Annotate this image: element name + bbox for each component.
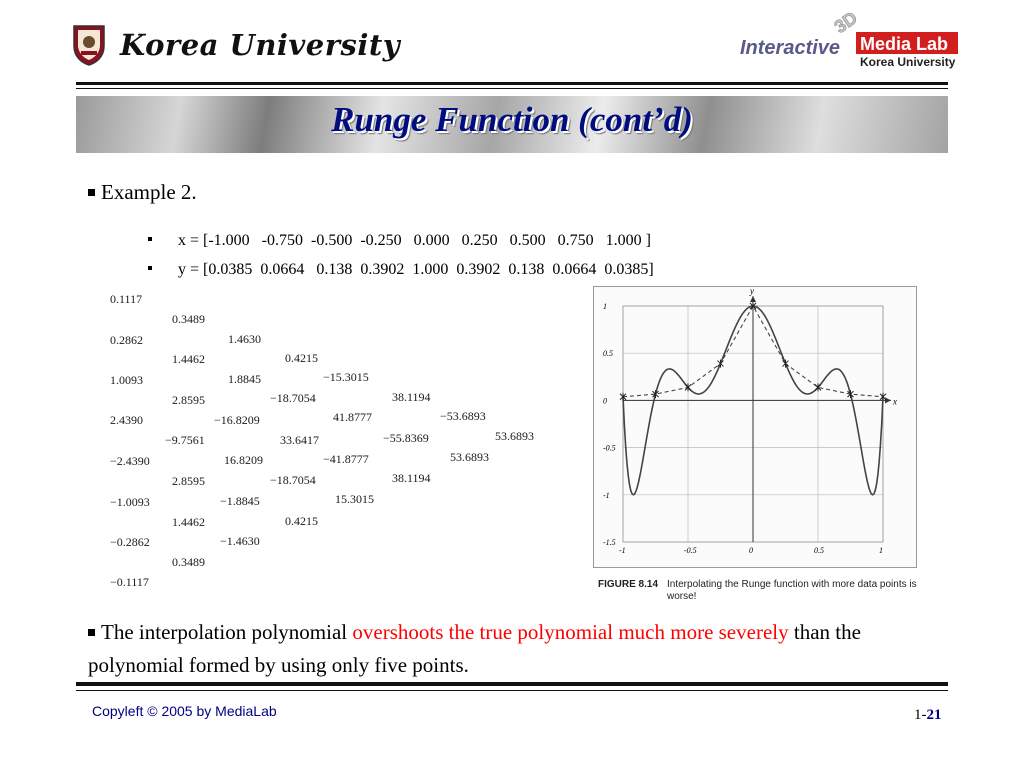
y-tick-label: 0.5	[603, 349, 613, 358]
university-name: Korea University	[120, 28, 401, 62]
logo-korea-university-text: Korea University	[860, 55, 956, 69]
figure-frame	[593, 286, 917, 568]
x-tick-label: -0.5	[684, 546, 697, 555]
table-cell: 1.4462	[172, 352, 205, 366]
table-cell: 0.3489	[172, 555, 205, 569]
y-tick-label: -1.5	[603, 538, 616, 547]
y-tick-label: -1	[603, 491, 610, 500]
logo-interactive-text: Interactive	[740, 37, 840, 59]
table-cell: 1.4630	[228, 332, 261, 346]
table-cell: −9.7561	[165, 433, 205, 447]
runge-function-curve	[622, 304, 884, 398]
slide-title: Runge Function (cont’d)	[331, 100, 693, 139]
x-vector: x = [-1.000 -0.750 -0.500 -0.250 0.000 0…	[178, 232, 651, 249]
header-rule-top	[76, 82, 948, 85]
table-cell: 2.8595	[172, 393, 205, 407]
data-point-star	[814, 383, 822, 392]
table-cell: 0.4215	[285, 514, 318, 528]
table-cell: −18.7054	[270, 391, 316, 405]
y-vector-line: y = [0.0385 0.0664 0.138 0.3902 1.000 0.…	[140, 243, 654, 279]
small-bullet-icon	[148, 266, 152, 271]
table-cell: 0.4215	[285, 351, 318, 365]
table-cell: 0.2862	[110, 333, 143, 347]
table-cell: −0.1117	[110, 575, 149, 589]
table-cell: 1.4462	[172, 515, 205, 529]
title-band	[76, 96, 948, 153]
y-tick-label: -0.5	[603, 444, 616, 453]
y-tick-label: 1	[603, 302, 607, 311]
x-axis-label: x	[892, 396, 897, 406]
table-cell: 1.0093	[110, 373, 143, 387]
table-cell: 2.8595	[172, 474, 205, 488]
plot-ticks: -1 -0.5 0 0.5 110.50-0.5-1-1.5	[603, 302, 883, 555]
figure-caption-label: FIGURE 8.14	[598, 579, 659, 590]
table-cell: 16.8209	[224, 453, 263, 467]
data-point-star	[879, 392, 887, 401]
x-tick-label: 0.5	[814, 546, 824, 555]
interactive-3d-media-lab-logo: Interactive 3D Media Lab Korea Universit…	[740, 7, 958, 69]
example-bullet: Example 2.	[88, 180, 197, 205]
x-axis-arrow-icon	[885, 397, 891, 404]
x-vector-line: x = [-1.000 -0.750 -0.500 -0.250 0.000 0…	[140, 214, 651, 250]
table-cell: 0.3489	[172, 312, 205, 326]
table-cell: 15.3015	[335, 492, 374, 506]
table-cell: −1.4630	[220, 534, 260, 548]
header-rule-bottom	[76, 88, 948, 89]
table-cell: −2.4390	[110, 454, 150, 468]
table-cell: −1.8845	[220, 494, 260, 508]
footer-rule-top	[76, 682, 948, 686]
example-label: Example 2.	[101, 180, 197, 204]
table-cell: 41.8777	[333, 410, 372, 424]
data-point-star	[619, 392, 627, 401]
table-cell: −55.8369	[383, 431, 429, 445]
y-tick-label: 0	[603, 396, 607, 405]
data-point-star	[749, 302, 757, 310]
y-axis-label: y	[749, 286, 754, 296]
x-tick-label: -1	[619, 546, 626, 555]
table-cell: −16.8209	[214, 413, 260, 427]
conclusion-part1: The interpolation polynomial	[101, 620, 353, 644]
x-tick-label: 1	[879, 546, 883, 555]
conclusion-part2: than the polynomial formed by using only…	[88, 620, 861, 677]
small-bullet-icon	[148, 237, 152, 242]
page-number: 1-21	[914, 707, 942, 724]
page-prefix: 1-	[914, 707, 927, 723]
table-cell: −0.2862	[110, 535, 150, 549]
conclusion-highlight: overshoots the true polynomial much more…	[352, 620, 789, 644]
page-number-value: 21	[926, 707, 942, 723]
copyleft-notice: Copyleft © 2005 by MediaLab	[92, 703, 277, 719]
logo-media-lab-text: Media Lab	[860, 34, 948, 54]
table-cell: −41.8777	[323, 452, 369, 466]
data-point-star	[847, 390, 854, 399]
data-point-star	[652, 390, 659, 399]
square-bullet-icon	[88, 188, 95, 196]
y-axis-arrow-icon	[750, 296, 756, 302]
data-points	[619, 302, 887, 401]
data-point-star	[717, 359, 724, 368]
table-cell: 38.1194	[392, 390, 431, 404]
table-cell: −15.3015	[323, 370, 369, 384]
footer-rule-bottom	[76, 690, 948, 691]
data-point-star	[684, 383, 692, 392]
korea-university-crest-icon	[73, 25, 105, 66]
table-cell: 53.6893	[495, 429, 534, 443]
y-vector: y = [0.0385 0.0664 0.138 0.3902 1.000 0.…	[178, 261, 654, 278]
table-cell: 53.6893	[450, 450, 489, 464]
runge-interpolation-plot: xy -1 -0.5 0 0.5 110.50-0.5-1-1.5	[603, 286, 897, 555]
x-tick-label: 0	[749, 546, 753, 555]
table-cell: −53.6893	[440, 409, 486, 423]
table-cell: −18.7054	[270, 473, 316, 487]
coefficient-table: 0.1117 0.2862 1.0093 2.4390 −2.4390 −1.0…	[0, 0, 534, 589]
table-cell: 0.1117	[110, 292, 143, 306]
figure-caption-text: Interpolating the Runge function with mo…	[667, 579, 917, 602]
table-cell: 2.4390	[110, 413, 143, 427]
table-cell: −1.0093	[110, 495, 150, 509]
conclusion-bullet: The interpolation polynomial overshoots …	[88, 616, 938, 682]
square-bullet-icon	[88, 628, 95, 636]
data-point-star	[782, 359, 789, 368]
plot-axes: xy	[623, 286, 897, 542]
table-cell: 38.1194	[392, 471, 431, 485]
table-cell: 33.6417	[280, 433, 319, 447]
table-cell: 1.8845	[228, 372, 261, 386]
